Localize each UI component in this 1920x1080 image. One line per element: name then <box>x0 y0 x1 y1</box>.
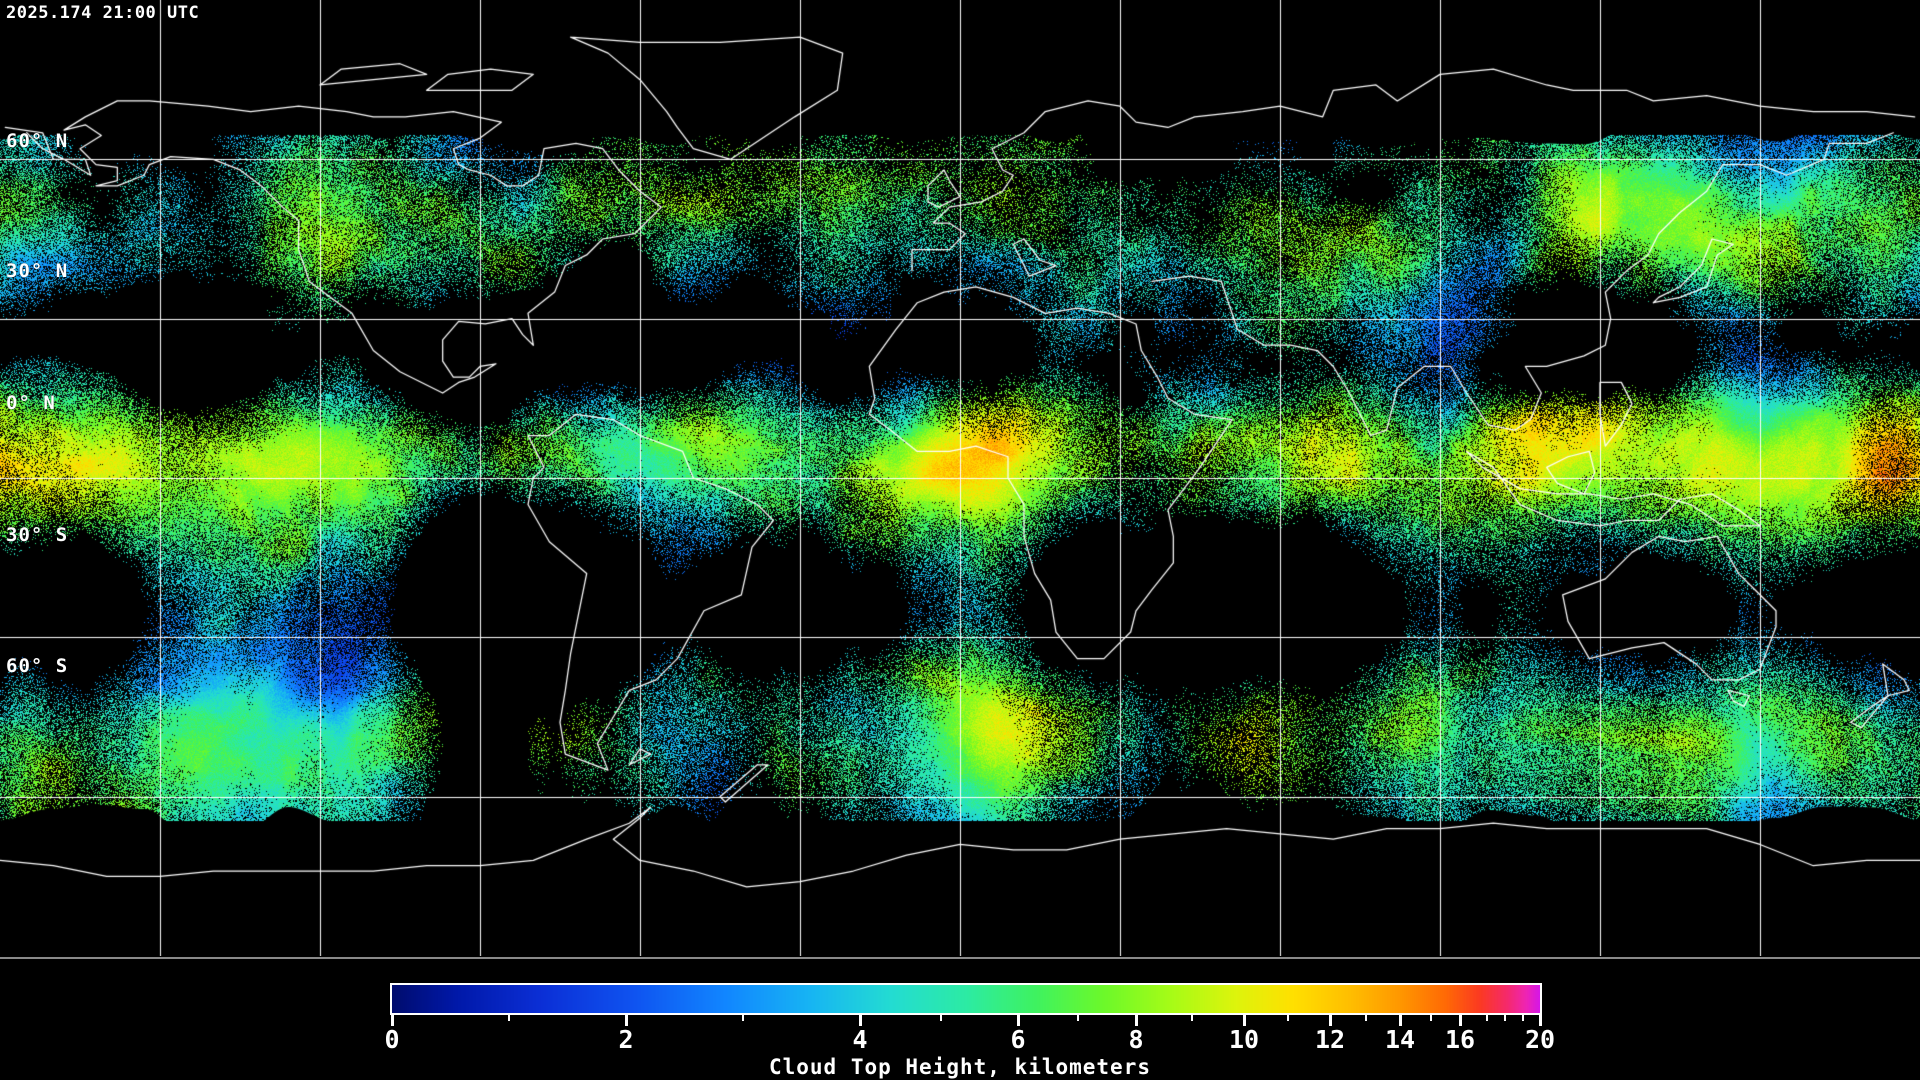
colorbar-minor-tick-11 <box>1287 1015 1289 1021</box>
colorbar-tick-16 <box>1459 1015 1462 1026</box>
colorbar-tick-label-16: 16 <box>1444 1025 1476 1054</box>
colorbar-tick-label-10: 10 <box>1228 1025 1260 1054</box>
colorbar-minor-tick-18 <box>1504 1015 1506 1021</box>
colorbar-minor-tick-5 <box>940 1015 942 1021</box>
global-map-panel[interactable]: 2025.174 21:00 UTC 60° N 30° N 0° N 30° … <box>0 0 1920 956</box>
colorbar-minor-tick-19 <box>1522 1015 1524 1021</box>
colorbar-minor-tick-17 <box>1486 1015 1488 1021</box>
lat-label-60s: 60° S <box>6 655 69 677</box>
colorbar-gradient <box>392 985 1540 1013</box>
colorbar-tick-2 <box>625 1015 628 1026</box>
lat-label-60n: 60° N <box>6 130 69 152</box>
lat-label-30s: 30° S <box>6 524 69 546</box>
colorbar-tick-20 <box>1539 1015 1542 1026</box>
colorbar-tick-label-0: 0 <box>384 1025 400 1054</box>
colorbar-tick-0 <box>391 1015 394 1026</box>
colorbar-legend: 0 2 4 6 8 10 12 14 16 20 Cloud Top Height, kilome… <box>0 959 1920 1080</box>
colorbar-tick-10 <box>1243 1015 1246 1026</box>
colorbar-tick-label-6: 6 <box>1010 1025 1026 1054</box>
colorbar-minor-tick-1 <box>508 1015 510 1021</box>
panel-divider <box>0 957 1920 959</box>
colorbar-tick-6 <box>1017 1015 1020 1026</box>
colorbar-caption: Cloud Top Height, kilometers <box>768 1055 1151 1079</box>
lat-label-0n: 0° N <box>6 392 56 414</box>
colorbar-minor-tick-3 <box>742 1015 744 1021</box>
colorbar-minor-tick-13 <box>1365 1015 1367 1021</box>
colorbar-tick-4 <box>859 1015 862 1026</box>
colorbar-tick-label-2: 2 <box>618 1025 634 1054</box>
colorbar-tick-label-20: 20 <box>1524 1025 1556 1054</box>
timestamp-label: 2025.174 21:00 UTC <box>6 3 200 23</box>
colorbar-minor-tick-15 <box>1430 1015 1432 1021</box>
colorbar-tick-14 <box>1399 1015 1402 1026</box>
colorbar-tick-8 <box>1135 1015 1138 1026</box>
lat-label-30n: 30° N <box>6 260 69 282</box>
colorbar-tick-label-12: 12 <box>1314 1025 1346 1054</box>
cloud-top-height-map[interactable] <box>0 0 1920 956</box>
colorbar-tick-label-4: 4 <box>852 1025 868 1054</box>
colorbar-tick-label-14: 14 <box>1384 1025 1416 1054</box>
colorbar-minor-tick-7 <box>1077 1015 1079 1021</box>
colorbar-tick-12 <box>1329 1015 1332 1026</box>
colorbar-minor-tick-9 <box>1191 1015 1193 1021</box>
colorbar-tick-label-8: 8 <box>1128 1025 1144 1054</box>
